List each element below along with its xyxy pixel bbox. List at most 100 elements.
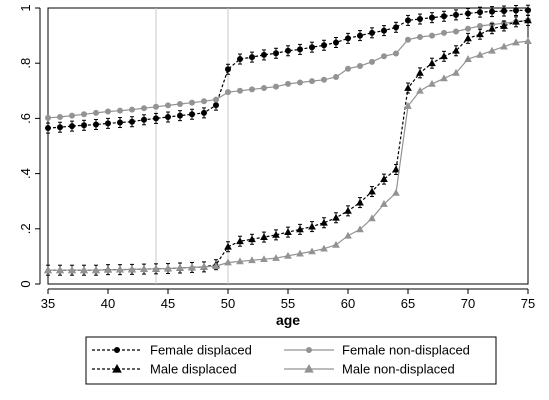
legend-label: Male displaced xyxy=(150,362,237,377)
data-point xyxy=(189,99,195,106)
data-point xyxy=(356,198,364,206)
data-point xyxy=(176,264,184,271)
data-point xyxy=(381,53,387,60)
series-female-non-displaced xyxy=(45,17,531,121)
data-point xyxy=(404,84,412,91)
data-point xyxy=(440,74,448,82)
data-point xyxy=(368,214,376,222)
data-point xyxy=(392,188,400,196)
data-point xyxy=(117,119,123,126)
data-point xyxy=(285,80,291,87)
data-point xyxy=(141,105,147,112)
data-point xyxy=(69,112,75,119)
legend-label: Female non-displaced xyxy=(342,343,470,358)
data-point xyxy=(476,30,484,38)
data-point xyxy=(177,112,183,119)
data-point xyxy=(297,79,303,86)
data-point xyxy=(357,62,363,69)
data-point xyxy=(224,242,232,250)
data-point xyxy=(368,187,376,195)
data-point xyxy=(476,50,484,58)
data-point xyxy=(308,222,316,230)
data-point xyxy=(152,264,160,272)
data-point xyxy=(452,68,460,76)
data-point xyxy=(165,102,171,109)
data-point xyxy=(56,266,64,274)
data-point xyxy=(128,265,136,273)
data-point xyxy=(296,225,304,233)
data-point xyxy=(357,32,363,39)
data-point xyxy=(512,17,520,25)
x-tick-label: 45 xyxy=(161,296,175,311)
data-point xyxy=(261,51,267,58)
data-point xyxy=(417,33,423,40)
x-tick-label: 40 xyxy=(101,296,115,311)
data-point xyxy=(236,257,244,265)
data-point xyxy=(117,107,123,114)
data-point xyxy=(213,102,219,109)
data-point xyxy=(320,218,328,226)
data-point xyxy=(57,114,63,121)
data-point xyxy=(452,46,460,54)
data-point xyxy=(306,347,312,353)
y-tick-label: 1 xyxy=(18,4,33,11)
data-point xyxy=(333,74,339,80)
data-point xyxy=(80,266,88,274)
data-point xyxy=(105,120,111,127)
data-point xyxy=(464,34,472,42)
data-point xyxy=(453,28,459,35)
data-point xyxy=(284,228,292,235)
data-point xyxy=(345,35,351,42)
data-point xyxy=(104,265,112,273)
data-point xyxy=(369,29,375,36)
data-point xyxy=(501,8,507,15)
data-point xyxy=(441,29,447,36)
y-tick-label: .6 xyxy=(18,113,33,124)
x-tick-label: 35 xyxy=(41,296,55,311)
data-point xyxy=(273,50,279,57)
data-point xyxy=(114,347,120,353)
data-point xyxy=(465,10,471,17)
data-point xyxy=(93,109,99,116)
data-point xyxy=(261,85,267,92)
data-point xyxy=(392,165,400,173)
legend-item: Male displaced xyxy=(92,362,237,377)
x-tick-label: 55 xyxy=(281,296,295,311)
data-point xyxy=(477,22,483,29)
legend-label: Female displaced xyxy=(150,343,252,358)
data-point xyxy=(429,14,435,21)
data-point xyxy=(237,56,243,63)
data-point xyxy=(285,47,291,54)
data-point xyxy=(429,32,435,39)
y-tick-label: .2 xyxy=(18,223,33,234)
data-point xyxy=(45,114,51,121)
data-point xyxy=(309,44,315,51)
data-point xyxy=(416,86,424,94)
data-point xyxy=(165,114,171,121)
data-point xyxy=(188,263,196,271)
data-point xyxy=(380,175,388,182)
data-point xyxy=(272,254,280,261)
data-point xyxy=(129,118,135,125)
legend-item: Male non-displaced xyxy=(284,362,455,377)
plot-area: 35 40 45 50 55 60 65 70 75 age 0 .2 .4 .6 .8 1 xyxy=(18,4,535,328)
data-point xyxy=(309,78,315,85)
data-point xyxy=(112,364,122,373)
data-point xyxy=(272,230,280,238)
data-point xyxy=(440,52,448,60)
data-point xyxy=(225,66,231,73)
data-point xyxy=(524,37,532,44)
data-point xyxy=(260,233,268,240)
data-point xyxy=(332,240,340,248)
data-point xyxy=(129,106,135,113)
data-point xyxy=(297,46,303,53)
series-line xyxy=(47,9,529,129)
data-point xyxy=(500,42,508,50)
data-point xyxy=(116,265,124,273)
data-point xyxy=(93,121,99,128)
y-tick-label: .4 xyxy=(18,168,33,179)
data-point xyxy=(404,102,412,109)
data-point xyxy=(344,206,352,214)
